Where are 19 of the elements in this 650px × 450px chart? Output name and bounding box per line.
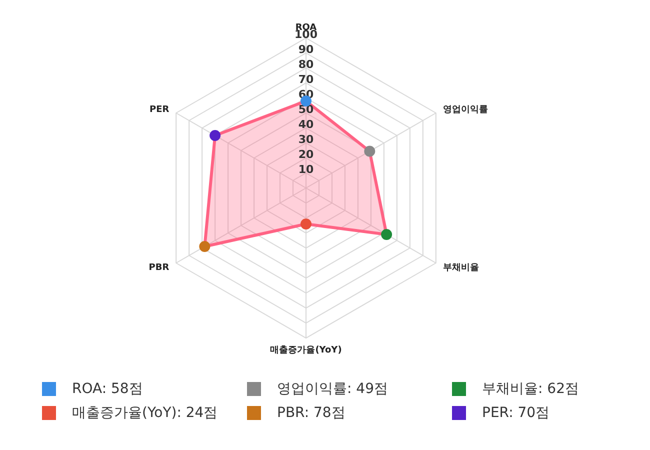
y-tick-label: 10 bbox=[298, 163, 314, 176]
y-tick-label: 30 bbox=[298, 133, 314, 146]
y-tick-label: 50 bbox=[298, 103, 314, 116]
spoke-label: 매출증가율(YoY) bbox=[270, 344, 342, 356]
spoke-label: 부채비율 bbox=[442, 263, 479, 274]
spoke-label: PER bbox=[149, 105, 170, 116]
text: ROA: 58점 bbox=[72, 381, 143, 397]
y-tick-label: 80 bbox=[298, 58, 314, 71]
text: 부채비율: 62점 bbox=[482, 381, 579, 397]
spoke-label: PBR bbox=[148, 263, 170, 274]
text: PER: 70점 bbox=[482, 405, 550, 421]
y-tick-label: 70 bbox=[298, 73, 314, 86]
y-tick-label: 20 bbox=[298, 148, 314, 161]
text: 영업이익률: 49점 bbox=[277, 381, 388, 397]
y-tick-label: 90 bbox=[298, 43, 314, 56]
y-tick-label: 40 bbox=[298, 118, 314, 131]
spoke-label: 영업이익률 bbox=[442, 105, 488, 116]
text: 매출증가율(YoY): 24점 bbox=[72, 405, 218, 421]
text: PBR: 78점 bbox=[277, 405, 346, 421]
